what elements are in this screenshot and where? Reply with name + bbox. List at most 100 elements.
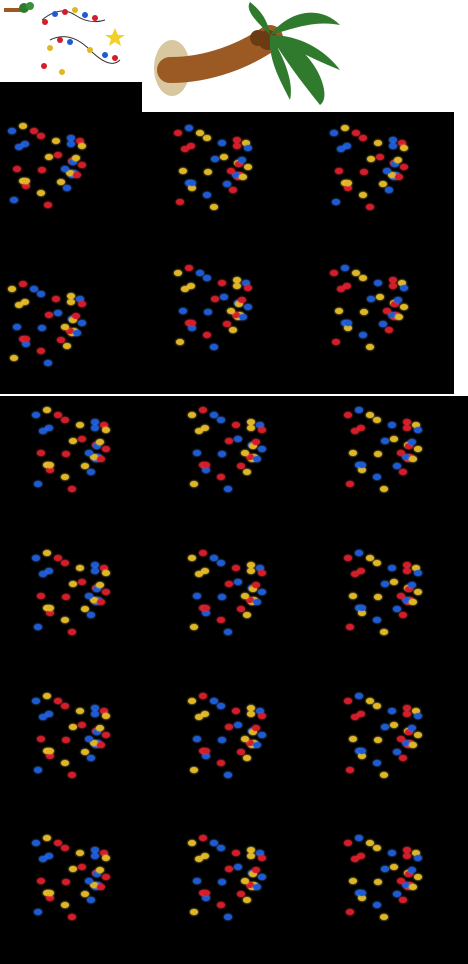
light-bulb [29,128,38,135]
light-bulb [407,724,416,731]
light-bulb [343,319,352,326]
light-bulb [217,417,226,424]
light-bulb [228,326,237,333]
light-bulb [66,293,75,300]
light-bulb [44,359,53,366]
light-bulb [96,456,105,463]
light-bulb [37,735,46,742]
light-bulb [332,199,341,206]
light-bulb [187,179,196,186]
light-bulb [220,154,229,161]
light-bulb [335,307,344,314]
light-bulb [90,739,99,746]
light-bulb [256,850,265,857]
light-bulb [190,624,199,631]
light-bulb [31,555,40,562]
light-bulb [57,336,66,343]
light-bulb [86,611,95,618]
light-bulb [45,889,54,896]
light-bulb [54,310,63,317]
light-bulb [76,138,85,145]
light-bulb [246,847,255,854]
light-bulb [210,203,219,210]
light-bulb [359,135,368,142]
light-bulb [69,724,78,731]
light-bulb [201,610,210,617]
light-bulb [379,180,388,187]
light-bulb [232,708,241,715]
light-bulb [337,286,346,293]
light-bulb [402,453,411,460]
light-bulb [92,729,101,736]
light-bulb [246,705,255,712]
light-bulb [209,840,218,847]
light-bulb [390,436,399,443]
light-bulb [54,152,63,159]
light-bulb [95,724,104,731]
frames-top-right-panel [142,112,454,394]
light-bulb [69,866,78,873]
light-bulb [90,568,99,575]
light-bulb [355,549,364,556]
light-bulb [100,708,109,715]
light-bulb [242,280,251,287]
light-bulb [216,473,225,480]
light-bulb [373,736,382,743]
light-bulb [96,599,105,606]
light-bulb [380,628,389,635]
light-bulb [101,712,110,719]
light-bulb [209,698,218,705]
light-bulb [43,406,52,413]
light-bulb [237,296,246,303]
light-bulb [37,133,46,140]
light-bulb [359,308,368,315]
light-bulb [393,296,402,303]
light-bulb [343,412,352,419]
light-bulb [388,283,397,290]
light-bulb [373,845,382,852]
light-bulb [357,747,366,754]
light-bulb [85,593,93,600]
light-bulb [69,438,78,445]
light-bulb [376,154,385,161]
light-bulb [379,320,388,327]
light-bulb [414,445,423,452]
light-bulb [402,847,411,854]
light-bulb [256,422,265,429]
light-bulb [346,624,355,631]
light-bulb [45,753,54,760]
light-bulb [246,419,255,426]
light-bulb [187,142,196,149]
light-bulb [90,847,99,854]
light-bulb [234,579,243,586]
light-bulb [408,599,417,606]
light-bulb [61,324,69,331]
light-bulb [393,156,402,163]
light-bulb [257,426,266,433]
light-bulb [357,895,366,902]
light-bulb [241,736,249,743]
light-bulb [404,443,413,450]
light-bulb [388,850,397,857]
light-bulb [402,853,411,860]
light-bulb [383,168,391,175]
light-bulb [52,138,61,145]
light-bulb [359,275,368,282]
light-bulb [69,581,78,588]
light-bulb [413,569,422,576]
light-bulb [381,724,390,731]
light-bulb [81,605,90,612]
light-bulb [90,562,99,569]
light-bulb [374,140,383,147]
light-bulb [95,438,104,445]
light-bulb [232,422,241,429]
light-bulb [232,565,241,572]
light-bulb [397,593,405,600]
light-bulb [332,339,341,346]
light-bulb [252,456,261,463]
light-bulb [388,143,397,150]
light-bulb [19,280,28,287]
light-bulb [81,748,90,755]
light-bulb [185,124,194,131]
light-bulb [251,724,260,731]
